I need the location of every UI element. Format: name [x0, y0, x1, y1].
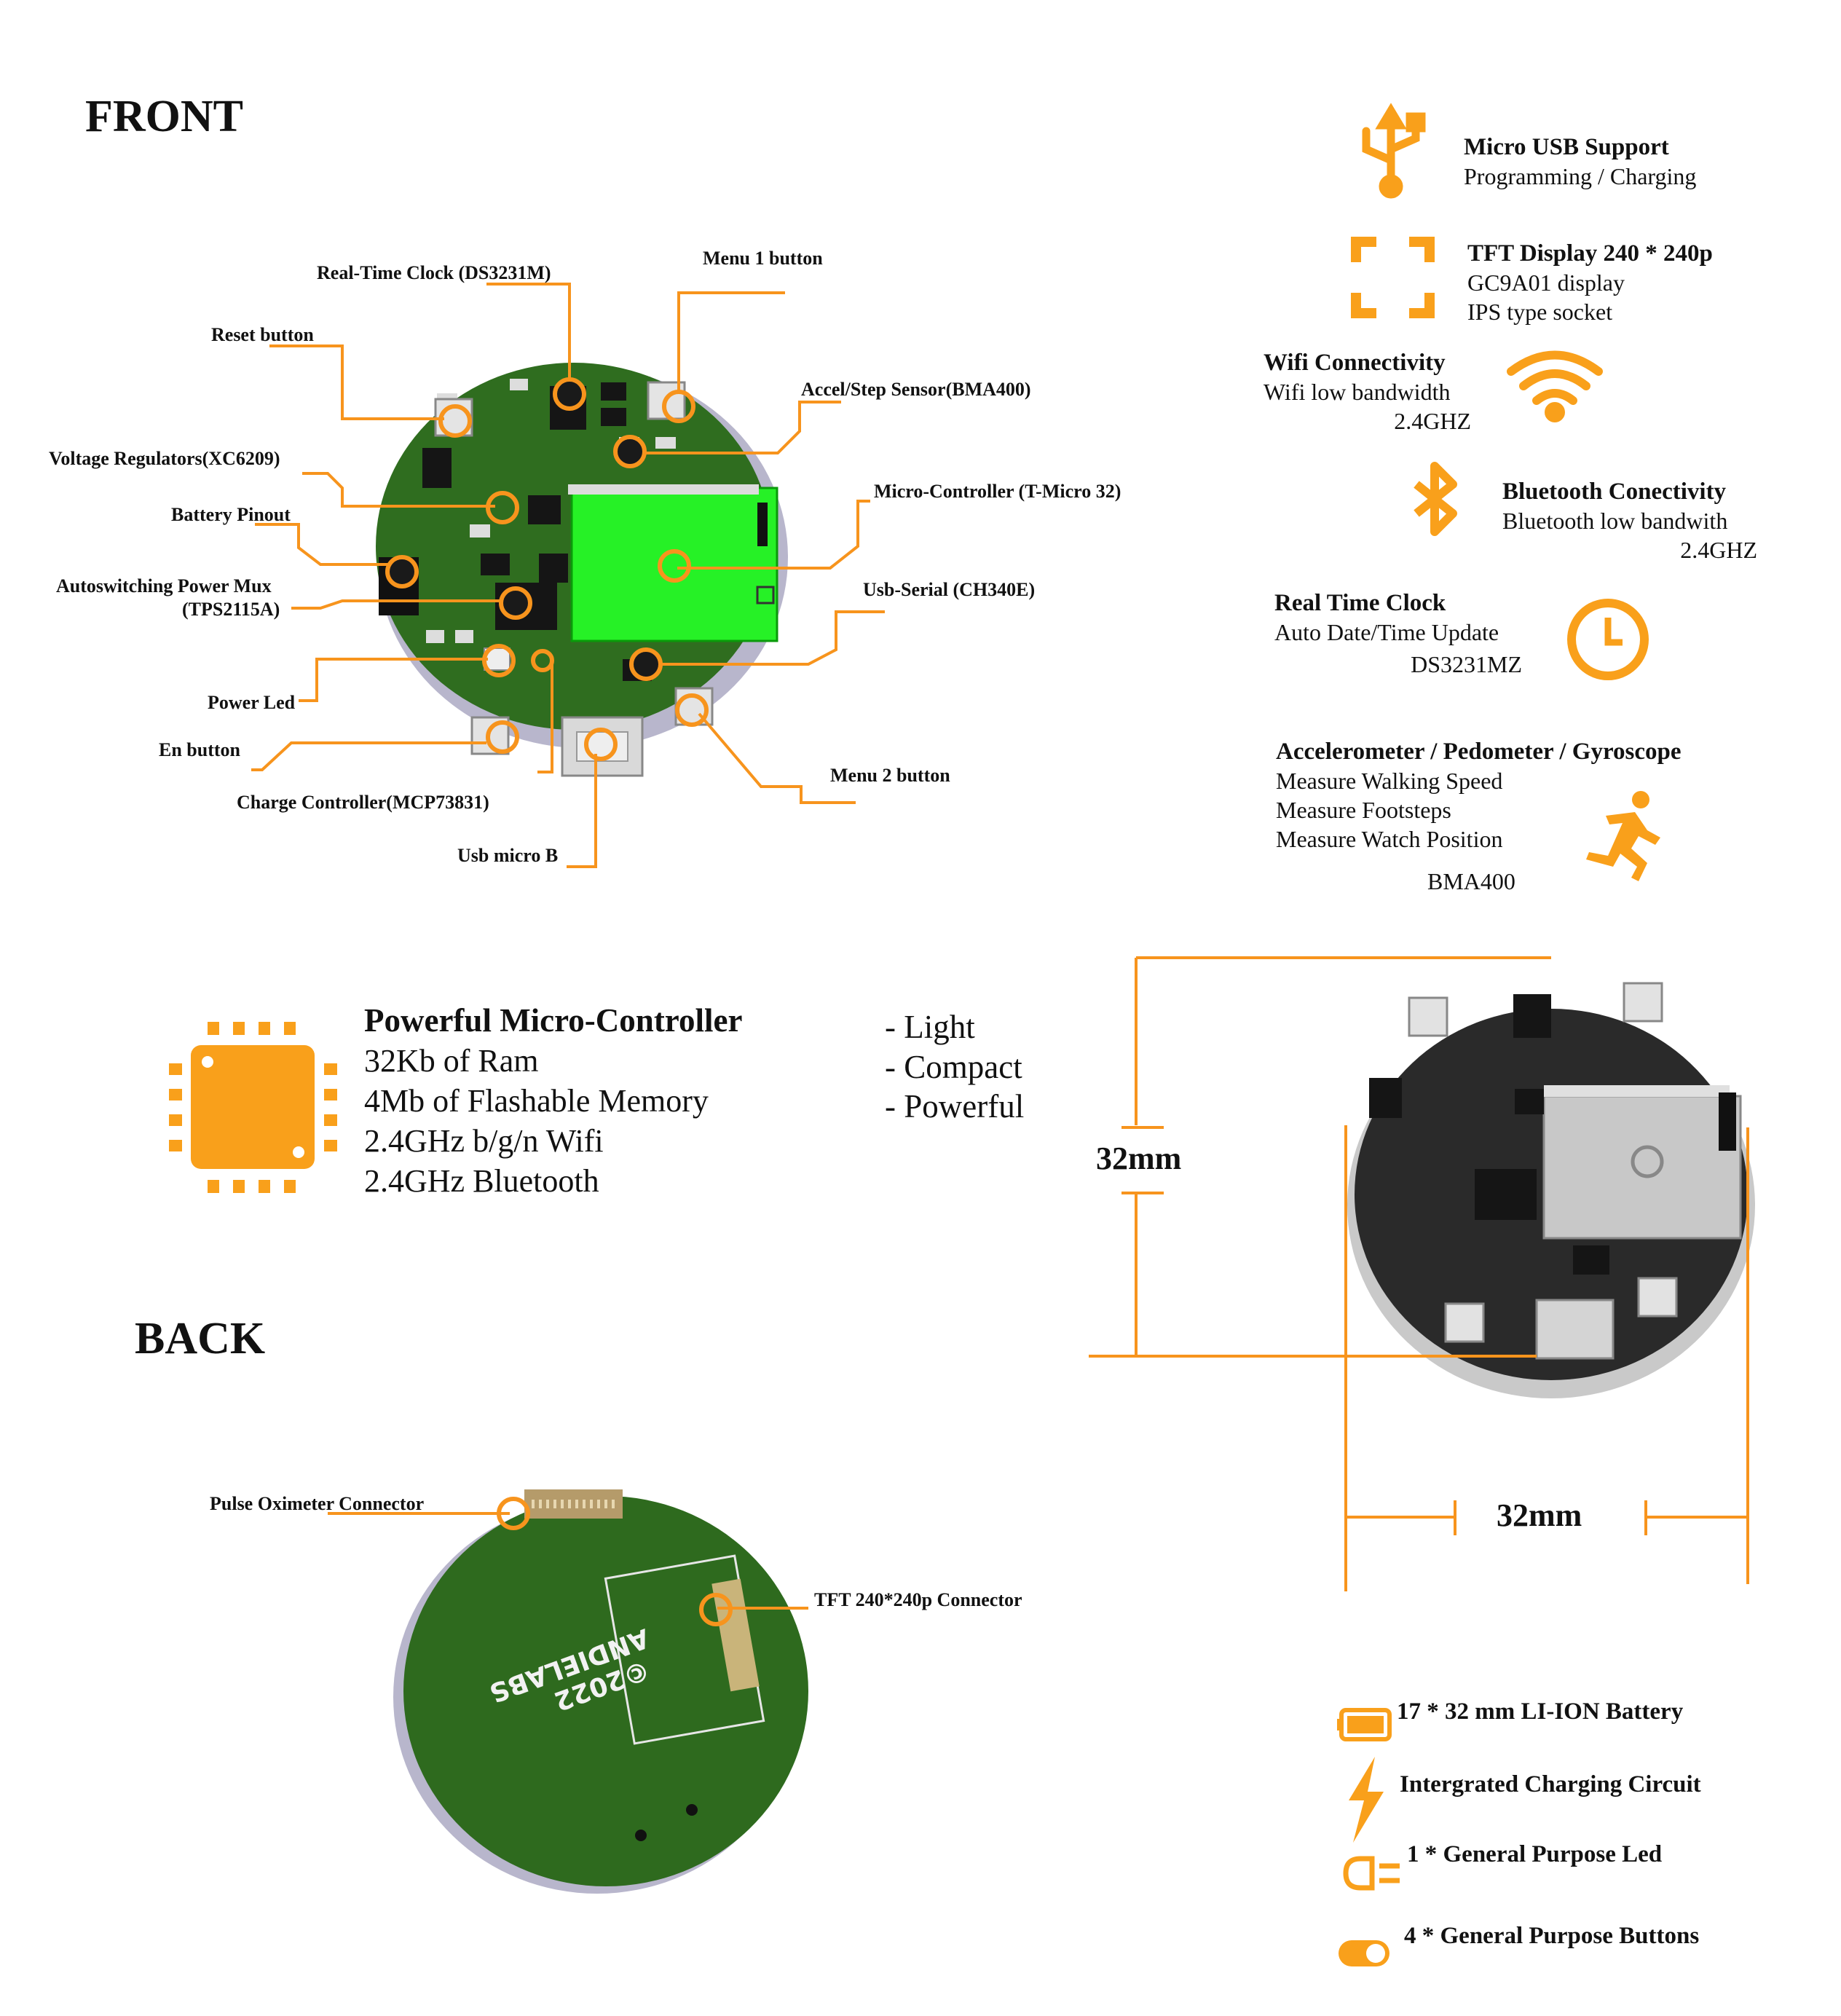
callout-accel-sensor: Accel/Step Sensor(BMA400) [801, 379, 1031, 400]
callout-menu2-button: Menu 2 button [830, 765, 950, 786]
callout-en-button: En button [159, 739, 240, 760]
callout-menu1-button: Menu 1 button [703, 248, 823, 269]
feature-bluetooth: Bluetooth Conectivity Bluetooth low band… [1502, 477, 1757, 564]
spec-charging-circuit: Intergrated Charging Circuit [1400, 1771, 1701, 1798]
callout-power-led: Power Led [208, 692, 296, 713]
feature-wifi-line: 2.4GHZ [1394, 408, 1471, 434]
callout-reset-button: Reset button [211, 324, 314, 345]
led-icon [1343, 1856, 1400, 1891]
mcu-line: 32Kb of Ram [364, 1043, 539, 1079]
dimension-lines [1089, 956, 1749, 1591]
feature-display-title: TFT Display 240 * 240p [1467, 240, 1713, 267]
feature-display: TFT Display 240 * 240p GC9A01 display IP… [1467, 239, 1713, 326]
feature-bluetooth-title: Bluetooth Conectivity [1502, 479, 1727, 505]
wifi-icon [1507, 350, 1603, 422]
dimension-pcb [1347, 982, 1755, 1398]
spec-buttons: 4 * General Purpose Buttons [1404, 1923, 1700, 1949]
feature-rtc-line: DS3231MZ [1411, 651, 1522, 677]
callout-usb-micro-b: Usb micro B [457, 845, 559, 866]
feature-accel-line: Measure Walking Speed [1276, 768, 1503, 794]
callout-charge-controller: Charge Controller(MCP73831) [237, 792, 489, 813]
spec-led: 1 * General Purpose Led [1407, 1841, 1663, 1867]
display-frame-icon [1351, 237, 1435, 318]
feature-wifi-line: Wifi low bandwidth [1264, 379, 1451, 405]
spec-battery: 17 * 32 mm LI-ION Battery [1397, 1698, 1684, 1725]
back-callout-markers [497, 1497, 733, 1626]
callout-tft-connector: TFT 240*240p Connector [814, 1589, 1022, 1610]
callout-power-mux: Autoswitching Power Mux [56, 575, 272, 596]
feature-wifi: Wifi Connectivity Wifi low bandwidth 2.4… [1264, 348, 1471, 436]
adjective-compact: - Compact [885, 1049, 1022, 1085]
feature-accel-line: Measure Footsteps [1276, 797, 1451, 823]
adjective-light: - Light [885, 1009, 975, 1045]
front-callout-leaders [251, 283, 885, 868]
feature-bluetooth-line: Bluetooth low bandwith [1502, 508, 1728, 534]
feature-display-line: IPS type socket [1467, 299, 1613, 325]
dimension-height-label: 32mm [1096, 1141, 1182, 1176]
front-heading: FRONT [85, 92, 243, 141]
battery-icon [1337, 1708, 1392, 1741]
running-person-icon [1586, 791, 1660, 881]
feature-accel-line: Measure Watch Position [1276, 826, 1503, 852]
toggle-icon [1339, 1940, 1389, 1966]
feature-rtc: Real Time Clock Auto Date/Time Update DS… [1274, 588, 1522, 679]
feature-accel-title: Accelerometer / Pedometer / Gyroscope [1276, 739, 1682, 765]
feature-usb-line: Programming / Charging [1464, 163, 1697, 189]
mcu-line: 2.4GHz Bluetooth [364, 1163, 599, 1199]
feature-wifi-title: Wifi Connectivity [1264, 350, 1446, 376]
callout-voltage-regulators: Voltage Regulators(XC6209) [49, 448, 280, 469]
feature-usb-title: Micro USB Support [1464, 134, 1669, 160]
feature-bluetooth-line: 2.4GHZ [1680, 537, 1757, 563]
feature-display-line: GC9A01 display [1467, 269, 1625, 296]
mcu-spec-block: Powerful Micro-Controller 32Kb of Ram 4M… [364, 1000, 742, 1201]
front-callout-markers [385, 377, 709, 761]
mcu-line: 4Mb of Flashable Memory [364, 1083, 709, 1119]
callout-battery-pinout: Battery Pinout [171, 504, 291, 525]
mcu-line: 2.4GHz b/g/n Wifi [364, 1123, 604, 1159]
chip-icon [169, 1022, 337, 1193]
clock-icon [1567, 599, 1649, 680]
mcu-title: Powerful Micro-Controller [364, 1002, 743, 1039]
callout-pulse-oximeter: Pulse Oximeter Connector [210, 1493, 425, 1514]
lightning-icon [1349, 1757, 1384, 1843]
feature-accel-part: BMA400 [1427, 867, 1515, 896]
dimension-width-label: 32mm [1497, 1497, 1582, 1533]
feature-rtc-line: Auto Date/Time Update [1274, 619, 1499, 645]
feature-accel-line: BMA400 [1427, 868, 1515, 894]
callout-rtc: Real-Time Clock (DS3231M) [317, 262, 551, 283]
usb-icon [1362, 103, 1426, 199]
feature-accel: Accelerometer / Pedometer / Gyroscope Me… [1276, 737, 1682, 854]
back-heading: BACK [135, 1314, 266, 1363]
back-pcb: ANDIELABS ©2022 [393, 1489, 808, 1894]
bluetooth-icon [1414, 462, 1457, 536]
callout-usb-serial: Usb-Serial (CH340E) [863, 579, 1036, 600]
adjective-powerful: - Powerful [885, 1088, 1025, 1125]
callout-micro-controller: Micro-Controller (T-Micro 32) [874, 481, 1121, 502]
callout-power-mux-part: (TPS2115A) [182, 599, 280, 620]
feature-usb: Micro USB Support Programming / Charging [1464, 133, 1696, 191]
feature-rtc-title: Real Time Clock [1274, 590, 1446, 616]
